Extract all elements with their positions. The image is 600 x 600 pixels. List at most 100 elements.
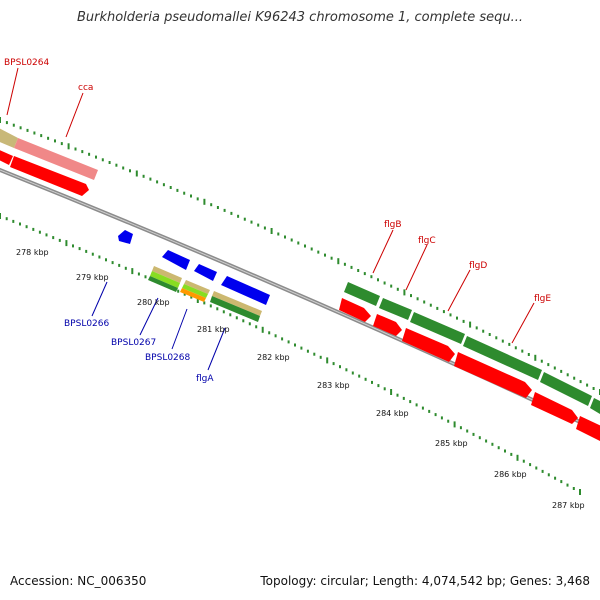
feature-flgb-cds[interactable]: [344, 282, 380, 306]
tick-mark-lower: [177, 289, 180, 293]
tick-mark-upper: [101, 158, 104, 162]
tick-mark-upper: [88, 152, 91, 156]
tick-mark-lower: [105, 258, 107, 262]
feature-cca-cds[interactable]: [14, 138, 98, 180]
tick-mark-upper: [243, 217, 246, 221]
tick-mark-upper: [547, 363, 550, 367]
feature-flgc-gene[interactable]: [373, 314, 402, 336]
tick-mark-lower: [516, 454, 519, 461]
tick-mark-upper: [456, 316, 458, 320]
accession-text: Accession: NC_006350: [10, 574, 147, 588]
tick-mark-upper: [40, 134, 43, 138]
tick-mark-upper: [47, 136, 50, 140]
tick-mark-upper: [0, 117, 1, 123]
tick-mark-lower: [222, 310, 225, 314]
feature-flgb-gene[interactable]: [339, 298, 371, 322]
tick-mark-upper: [469, 321, 472, 328]
kbp-label-286: 286 kbp: [494, 470, 527, 479]
tick-mark-upper: [324, 253, 326, 257]
tick-mark-upper: [423, 300, 426, 304]
tick-mark-lower: [111, 261, 114, 265]
tick-mark-upper: [416, 297, 419, 301]
tick-mark-upper: [449, 313, 452, 317]
tick-mark-lower: [183, 292, 186, 296]
tick-row-lower: [0, 213, 581, 495]
tick-mark-upper: [566, 373, 569, 377]
tick-mark-upper: [586, 383, 589, 387]
tick-mark-lower: [383, 387, 386, 391]
tick-mark-upper: [527, 353, 530, 356]
feature-flgd-cds[interactable]: [410, 312, 465, 344]
tick-mark-lower: [131, 268, 134, 275]
tick-mark-upper: [553, 366, 556, 370]
feature-flge-gene[interactable]: [454, 352, 600, 446]
feature-flgc-cds[interactable]: [379, 298, 412, 320]
tick-mark-lower: [554, 476, 557, 480]
tick-mark-lower: [294, 343, 296, 347]
tick-mark-lower: [274, 334, 277, 338]
tick-mark-upper: [169, 186, 172, 189]
tick-mark-upper: [210, 203, 213, 207]
sequence-summary-text: Topology: circular; Length: 4,074,542 bp…: [260, 574, 590, 588]
feature-flga-gene[interactable]: [221, 276, 270, 305]
tick-mark-upper: [263, 226, 266, 230]
tick-mark-lower: [25, 225, 28, 229]
tick-mark-lower: [281, 337, 284, 341]
feature-bpsl0267-cds[interactable]: [180, 280, 210, 302]
tick-mark-lower: [497, 446, 500, 450]
tick-mark-lower: [19, 222, 21, 226]
tick-mark-upper: [5, 121, 8, 125]
tick-mark-upper: [223, 208, 226, 212]
tick-mark-upper: [149, 177, 152, 181]
tick-mark-lower: [209, 304, 212, 308]
tick-mark-lower: [535, 466, 538, 470]
kbp-label-280: 280 kbp: [137, 298, 170, 307]
tick-mark-upper: [115, 163, 118, 167]
tick-mark-lower: [137, 272, 140, 276]
map-title: Burkholderia pseudomallei K96243 chromos…: [76, 10, 524, 25]
tick-mark-upper: [508, 342, 511, 346]
feature-flge-cds[interactable]: [463, 336, 600, 420]
tick-mark-lower: [572, 487, 575, 490]
tick-mark-lower: [566, 483, 569, 487]
tick-mark-upper: [442, 310, 445, 314]
tick-mark-lower: [255, 325, 258, 329]
tick-mark-lower: [402, 396, 405, 400]
tick-mark-lower: [447, 419, 450, 423]
tick-mark-upper: [257, 223, 260, 227]
tick-mark-upper: [12, 123, 15, 127]
feature-bpsl0267-gene[interactable]: [194, 264, 217, 281]
feature-flga-cds[interactable]: [210, 291, 262, 322]
tick-mark-lower: [98, 255, 101, 259]
tick-mark-lower: [529, 463, 532, 467]
tick-mark-upper: [135, 170, 138, 177]
tick-mark-lower: [72, 244, 74, 248]
feature-cca-gene[interactable]: [10, 156, 89, 196]
tick-mark-lower: [390, 389, 393, 395]
tick-mark-upper: [310, 247, 313, 251]
tick-row-upper: [0, 117, 600, 395]
tick-mark-upper: [330, 256, 333, 260]
tick-mark-lower: [261, 326, 264, 333]
label-cca: cca: [78, 83, 93, 93]
feature-bpsl0266-cds[interactable]: [148, 266, 182, 292]
tick-mark-lower: [326, 357, 329, 364]
feature-bpsl0266-gene[interactable]: [162, 250, 190, 270]
tick-mark-upper: [317, 250, 320, 254]
tick-mark-upper: [403, 289, 406, 296]
tick-mark-lower: [203, 301, 206, 305]
chromosome-backbone: [0, 167, 600, 434]
tick-mark-lower: [466, 429, 469, 433]
tick-mark-upper: [396, 287, 399, 291]
tick-mark-lower: [52, 236, 55, 240]
feature-flgd-gene[interactable]: [402, 328, 455, 362]
tick-mark-lower: [485, 439, 488, 443]
tick-mark-upper: [514, 346, 517, 350]
feature-bpsl0264-cds[interactable]: [0, 126, 18, 148]
tick-mark-upper: [60, 142, 63, 146]
feature-bpsl0264-gene[interactable]: [0, 148, 13, 165]
feature-bpsl0265-gene[interactable]: [118, 230, 133, 244]
tick-mark-upper: [237, 214, 240, 218]
tick-mark-lower: [522, 459, 525, 463]
